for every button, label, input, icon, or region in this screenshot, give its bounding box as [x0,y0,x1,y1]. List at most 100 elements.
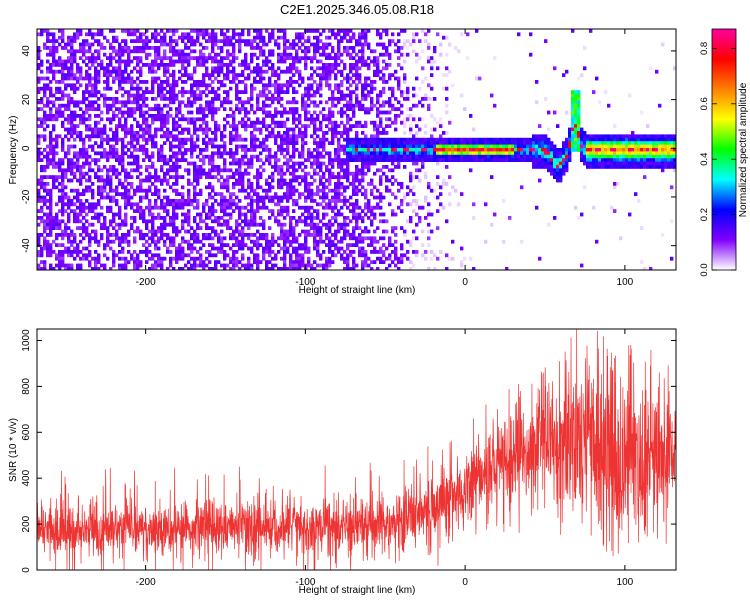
spectrogram-cell [199,107,203,111]
spectrogram-cell [52,56,56,60]
spectrogram-cell [181,236,185,241]
spectrogram-cell [190,151,194,156]
spectrogram-cell [43,117,47,122]
spectrogram-cell [376,114,380,118]
spectrogram-cell [217,93,221,98]
spectrogram-cell [37,209,41,213]
spectrogram-cell [256,66,260,71]
spectrogram-cell [412,103,416,108]
spectrogram-cell [286,195,290,200]
spectrogram-cell [40,185,44,190]
spectrogram-cell [382,171,386,176]
spectrogram-cell [160,35,164,40]
spectrogram-cell [262,226,266,230]
spectrogram-cell [94,90,98,94]
spectrogram-cell [55,144,59,149]
spectrogram-cell [217,154,221,159]
spectrogram-cell [277,219,281,224]
spectrogram-cell [328,69,332,74]
spectrogram-cell [253,222,257,227]
spectrogram-cell [361,52,365,57]
spectrogram-cell [379,131,383,135]
spectrogram-cell [424,148,428,152]
spectrogram-cell [400,185,404,190]
spectrogram-cell [55,137,59,142]
spectrogram-cell [187,59,191,64]
spectrogram-cell [370,151,374,156]
spectrogram-cell [112,76,116,81]
spectrogram-cell [346,161,350,166]
spectrogram-cell [358,66,362,71]
spectrogram-cell [118,267,122,270]
spectrogram-cell [223,205,227,210]
spectrogram-cell [61,103,65,108]
spectrogram-cell [400,243,404,247]
spectrogram-cell [298,175,302,179]
spectrogram-cell [100,226,104,230]
spectrogram-cell [271,35,275,40]
spectrogram-cell [394,158,398,162]
spectrogram-cell [160,256,164,261]
spectrogram-cell [163,178,167,183]
spectrogram-cell [163,63,167,67]
spectrogram-cell [145,154,149,159]
spectrogram-cell [430,73,434,77]
spectrogram-cell [283,216,287,220]
spectrogram-cell [292,80,296,84]
spectrogram-cell [241,144,245,149]
spectrogram-cell [193,90,197,94]
spectrogram-cell [310,59,314,64]
spectrogram-cell [55,49,59,54]
spectrogram-cell [328,256,332,261]
spectrogram-cell [271,52,275,57]
spectrogram-cell [220,56,224,60]
spectrogram-cell [217,178,221,183]
spectrogram-cell [145,195,149,200]
spectrogram-cell [427,185,431,190]
spectrogram-cell [181,256,185,261]
spectrogram-cell [232,73,236,77]
spectrogram-cell [205,263,209,268]
spectrogram-cell [298,216,302,220]
spectrogram-cell [301,175,305,179]
spectrogram-cell [43,137,47,142]
spectrogram-cell [91,205,95,210]
spectrogram-cell [295,124,299,128]
spectrogram-cell [277,267,281,270]
spectrogram-cell [265,59,269,64]
spectrogram-cell [283,59,287,64]
spectrogram-cell [340,256,344,261]
spectrogram-cell [226,90,230,94]
spectrogram-cell [208,243,212,247]
spectrogram-cell [322,212,326,217]
spectrogram-cell [103,216,107,220]
spectrogram-cell [370,134,374,139]
spectrogram-cell [280,56,284,60]
spectrogram-cell [151,35,155,40]
spectrogram-cell [343,151,347,156]
spectrogram-cell [61,253,65,258]
spectrogram-cell [67,263,71,268]
spectrogram-cell [340,80,344,84]
spectrogram-cell [139,97,143,101]
spectrogram-cell [61,32,65,37]
spectrogram-cell [394,76,398,81]
spectrogram-cell [232,209,236,213]
spectrogram-cell [148,185,152,190]
spectrogram-cell [244,137,248,142]
spectrogram-cell [166,131,170,135]
spectrogram-cell [406,148,410,152]
spectrogram-cell [49,192,53,196]
spectrogram-cell [67,199,71,203]
spectrogram-cell [340,192,344,196]
spectrogram-cell [277,56,281,60]
spectrogram-cell [112,165,116,169]
spectrogram-cell [298,69,302,74]
spectrogram-cell [367,151,371,156]
spectrogram-cell [235,202,239,207]
spectrogram-cell [136,253,140,258]
spectrogram-cell [97,188,101,193]
spectrogram-cell [352,154,356,159]
spectrogram-cell [238,182,242,186]
spectrogram-cell [289,154,293,159]
